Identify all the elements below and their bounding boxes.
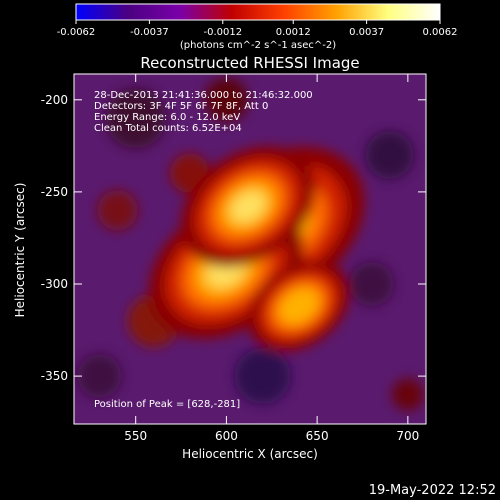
annotation-line: Clean Total counts: 6.52E+04 xyxy=(94,123,242,134)
colorbar-tick-label: 0.0012 xyxy=(276,27,311,38)
colorbar-tick-label: -0.0037 xyxy=(130,27,169,38)
colorbar-tick-label: 0.0062 xyxy=(423,27,458,38)
emission-patch xyxy=(105,88,166,149)
emission-patch xyxy=(365,131,414,180)
emission-patch xyxy=(349,262,394,306)
emission-patch xyxy=(97,190,138,231)
annotation-line: 28-Dec-2013 21:41:36.000 to 21:46:32.000 xyxy=(94,90,313,101)
y-tick-label: -200 xyxy=(41,93,68,107)
colorbar-tick-label: -0.0012 xyxy=(203,27,242,38)
colorbar-ticks: -0.0062 -0.0037 -0.0012 0.0012 0.0037 0.0062 xyxy=(57,20,458,38)
footer-timestamp: 19-May-2022 12:52 xyxy=(369,483,496,498)
image-area xyxy=(74,74,426,424)
y-tick-label: -300 xyxy=(41,277,68,291)
x-axis-label: Heliocentric X (arcsec) xyxy=(182,447,318,461)
x-tick-label: 700 xyxy=(396,429,419,443)
emission-map xyxy=(77,77,424,411)
emission-patch xyxy=(234,348,291,405)
y-tick-label: -250 xyxy=(41,185,68,199)
y-axis-label: Heliocentric Y (arcsec) xyxy=(13,183,27,318)
colorbar-unit-label: (photons cm^-2 s^-1 asec^-2) xyxy=(180,40,336,51)
x-tick-label: 550 xyxy=(124,429,147,443)
source-layer xyxy=(231,191,265,222)
x-tick-label: 600 xyxy=(215,429,238,443)
emission-patch xyxy=(77,354,122,399)
colorbar-tick-label: -0.0062 xyxy=(57,27,96,38)
emission-patch xyxy=(204,77,249,122)
x-tick-label: 650 xyxy=(306,429,329,443)
peak-label: Position of Peak = [628,-281] xyxy=(94,399,240,410)
y-tick-label: -350 xyxy=(41,369,68,383)
chart-title: Reconstructed RHESSI Image xyxy=(140,54,359,72)
colorbar-tick-label: 0.0037 xyxy=(349,27,384,38)
colorbar xyxy=(75,3,441,21)
emission-patch xyxy=(391,378,424,411)
source-layer xyxy=(278,287,320,325)
plot-frame xyxy=(73,73,427,425)
annotation-block: 28-Dec-2013 21:41:36.000 to 21:46:32.000… xyxy=(94,90,313,134)
annotation-line: Energy Range: 6.0 - 12.0 keV xyxy=(94,112,240,123)
annotation-line: Detectors: 3F 4F 5F 6F 7F 8F, Att 0 xyxy=(94,101,268,112)
axes: 550 600 650 700 -200 -250 -300 -350 xyxy=(41,74,426,443)
